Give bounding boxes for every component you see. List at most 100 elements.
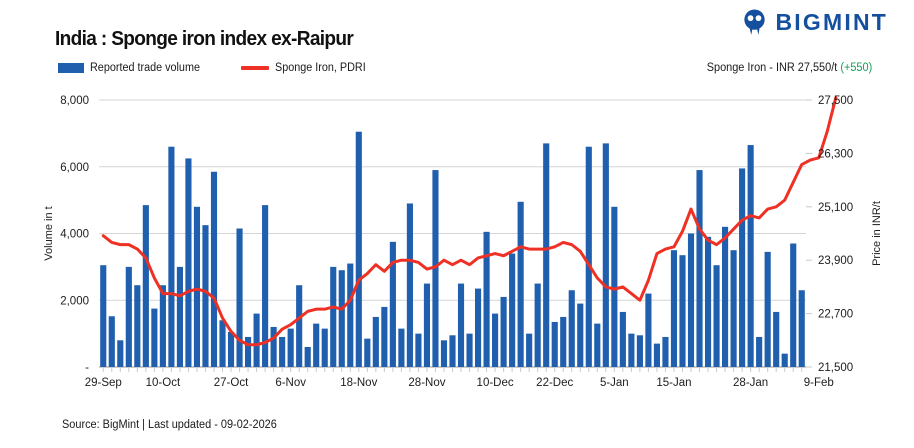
bar	[568, 290, 575, 367]
x-axis-tick-label: 28-Nov	[408, 377, 445, 389]
y-axis-title: Volume in t	[43, 206, 55, 260]
bar	[142, 205, 149, 367]
bar	[108, 316, 115, 367]
y-axis-tick-label: 2,000	[60, 295, 89, 307]
bar	[210, 171, 218, 367]
bar	[415, 333, 422, 368]
x-axis-tick-label: 10-Dec	[477, 377, 514, 389]
bar	[551, 321, 558, 367]
x-axis: 29-Sep 10-Oct 27-Oct 6-Nov 18-Nov 28-Nov 10-De…	[85, 367, 834, 389]
bar	[440, 340, 448, 367]
bar	[534, 283, 541, 367]
bar	[517, 201, 524, 367]
bar	[270, 326, 277, 367]
bar	[423, 283, 431, 367]
bar	[611, 206, 618, 367]
bar	[670, 250, 678, 367]
price-line	[101, 96, 838, 347]
bar	[645, 293, 652, 367]
bar	[202, 225, 209, 367]
bar	[100, 265, 107, 367]
bar	[193, 206, 201, 367]
bar	[125, 266, 132, 368]
bar	[619, 311, 626, 367]
bar	[781, 353, 788, 367]
price-readout-label: Sponge Iron - INR 27,550/t	[706, 62, 838, 74]
bar	[696, 170, 703, 367]
bar	[594, 323, 601, 367]
bar	[474, 288, 482, 367]
bar	[764, 251, 771, 367]
bar	[176, 266, 183, 368]
legend-item-volume: Reported trade volume	[58, 62, 207, 74]
bar	[398, 328, 405, 367]
bar	[117, 340, 124, 367]
legend-label-volume: Reported trade volume	[90, 62, 200, 74]
y-axis-tick-label: 6,000	[60, 162, 89, 174]
x-axis-tick-label: 18-Nov	[340, 377, 377, 389]
bar	[262, 205, 269, 367]
brand-logo: BIGMINT	[740, 8, 889, 37]
bigmint-droplet-icon	[743, 9, 765, 35]
bar	[253, 313, 260, 367]
bar	[219, 320, 226, 367]
line-series	[101, 96, 838, 347]
bar	[168, 146, 175, 367]
bar	[321, 328, 328, 367]
bar	[364, 338, 371, 367]
bar	[679, 255, 686, 367]
bar	[296, 285, 303, 367]
y-axis-tick-label: -	[85, 362, 89, 374]
bar	[790, 243, 797, 367]
bar	[798, 290, 805, 367]
bar	[245, 336, 252, 367]
bar	[134, 285, 141, 367]
bar	[287, 328, 294, 367]
y-axis-tick-label: 8,000	[60, 95, 89, 107]
bar	[381, 306, 388, 367]
bar	[185, 158, 192, 367]
bar	[313, 323, 320, 367]
gridlines	[99, 99, 806, 368]
page-title: India : Sponge iron index ex-Raipur	[55, 27, 354, 50]
x-axis-tick-label: 27-Oct	[214, 377, 249, 389]
bar	[577, 303, 584, 367]
y2-axis-tick-label: 22,700	[818, 309, 853, 321]
price-readout: Sponge Iron - INR 27,550/t (+550)	[706, 62, 872, 74]
bar	[713, 265, 720, 367]
bar	[466, 333, 473, 368]
bar	[432, 170, 439, 367]
bar	[492, 313, 499, 367]
bar	[747, 145, 754, 367]
brand-name: BIGMINT	[775, 9, 888, 35]
bar	[730, 250, 737, 367]
bar	[347, 263, 354, 367]
y2-axis-tick-label: 21,500	[818, 362, 853, 374]
bar	[739, 168, 746, 367]
footer-source: Source: BigMint | Last updated - 09-02-2…	[62, 419, 277, 431]
x-axis-tick-label: 15-Jan	[656, 377, 691, 389]
bar	[151, 308, 158, 367]
chart-legend: Reported trade volume Sponge Iron, PDRI	[58, 62, 372, 74]
bar	[483, 231, 490, 367]
legend-item-price: Sponge Iron, PDRI	[240, 62, 372, 74]
bar	[457, 283, 465, 367]
bar	[509, 253, 516, 367]
bar	[372, 316, 379, 367]
bar	[636, 335, 643, 367]
bar	[227, 331, 235, 367]
y-axis-tick-label: 4,000	[60, 229, 89, 241]
y-axis-right: 21,500 22,700 23,900 25,100 26,300 27,500 Pric…	[806, 95, 883, 374]
x-axis-tick-label: 22-Dec	[536, 377, 573, 389]
bar	[500, 296, 507, 367]
x-axis-tick-label: 10-Oct	[146, 377, 181, 389]
bar	[560, 316, 567, 367]
bar	[602, 143, 609, 367]
bar	[543, 143, 550, 367]
legend-label-price: Sponge Iron, PDRI	[274, 62, 366, 74]
x-axis-tick-label: 29-Sep	[85, 377, 122, 389]
bar	[628, 333, 635, 368]
bar	[159, 285, 166, 367]
bar	[355, 131, 362, 367]
